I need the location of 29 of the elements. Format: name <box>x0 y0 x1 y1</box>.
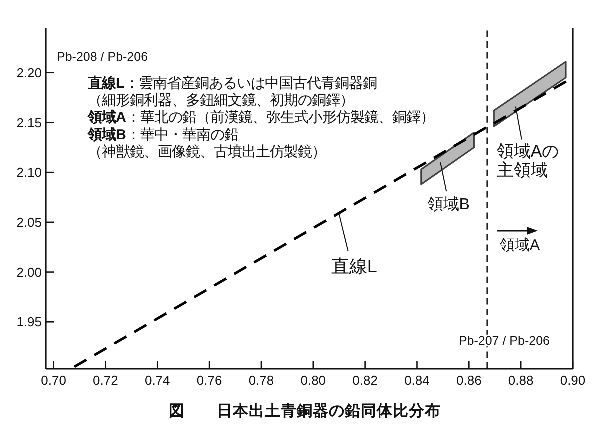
annotation: 領域B：華中・華南の鉛 <box>87 127 238 144</box>
x-tick-label: 0.70 <box>41 373 66 388</box>
x-tick-label: 0.90 <box>560 373 586 388</box>
text: 図 日本出土青銅器の鉛同体比分布 <box>169 402 441 420</box>
annotation: 領域Aの主領域 <box>496 142 560 180</box>
x-tick-label: 0.86 <box>456 373 482 388</box>
x-tick-label: 0.88 <box>508 373 534 388</box>
y-tick-label: 2.10 <box>16 165 42 180</box>
annotation: （細形銅利器、多鈕細文鏡、初期の銅鐸） <box>88 93 354 110</box>
x-axis-title: Pb-207 / Pb-206 <box>458 334 550 348</box>
annotation: 領域A <box>500 237 540 254</box>
annotation: 直線L <box>331 256 378 276</box>
x-tick-label: 0.74 <box>144 373 170 388</box>
x-tick-label: 0.72 <box>93 373 118 388</box>
y-axis-title: Pb-208 / Pb-206 <box>57 50 148 64</box>
x-tick-label: 0.76 <box>196 373 222 388</box>
annotation: （神獣鏡、画像鏡、古墳出土仿製鏡） <box>88 144 326 160</box>
x-tick-label: 0.84 <box>404 373 430 388</box>
annotation: 領域A：華北の鉛（前漢鏡、弥生式小形仿製鏡、銅鐸） <box>87 110 434 126</box>
annotation: 直線L：雲南省産銅あるいは中国古代青銅器銅 <box>87 76 377 92</box>
y-tick-label: 1.95 <box>16 314 42 330</box>
x-tick-label: 0.82 <box>352 373 378 388</box>
annotation: 領域B <box>427 196 470 214</box>
x-tick-label: 0.80 <box>300 373 326 388</box>
y-tick-label: 2.00 <box>16 264 42 280</box>
y-tick-label: 2.05 <box>16 215 42 230</box>
y-tick-label: 2.15 <box>16 115 42 130</box>
x-tick-label: 0.78 <box>248 373 274 388</box>
y-tick-label: 2.20 <box>16 65 42 80</box>
